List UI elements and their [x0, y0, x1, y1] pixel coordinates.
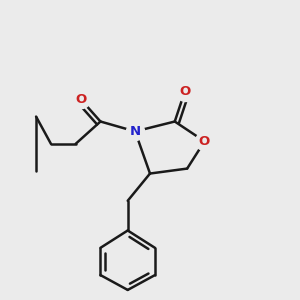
- Text: N: N: [130, 125, 141, 138]
- Text: O: O: [199, 135, 210, 148]
- Text: O: O: [179, 85, 190, 98]
- Text: O: O: [75, 93, 86, 106]
